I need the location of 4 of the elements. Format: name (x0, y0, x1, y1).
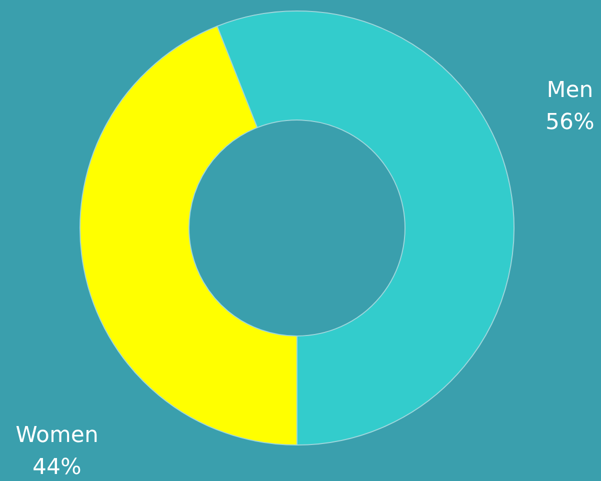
slice-label: Women (16, 423, 98, 448)
slice-label: Men (546, 78, 594, 103)
data-label: 44% (32, 455, 82, 480)
data-label: 56% (546, 110, 594, 135)
